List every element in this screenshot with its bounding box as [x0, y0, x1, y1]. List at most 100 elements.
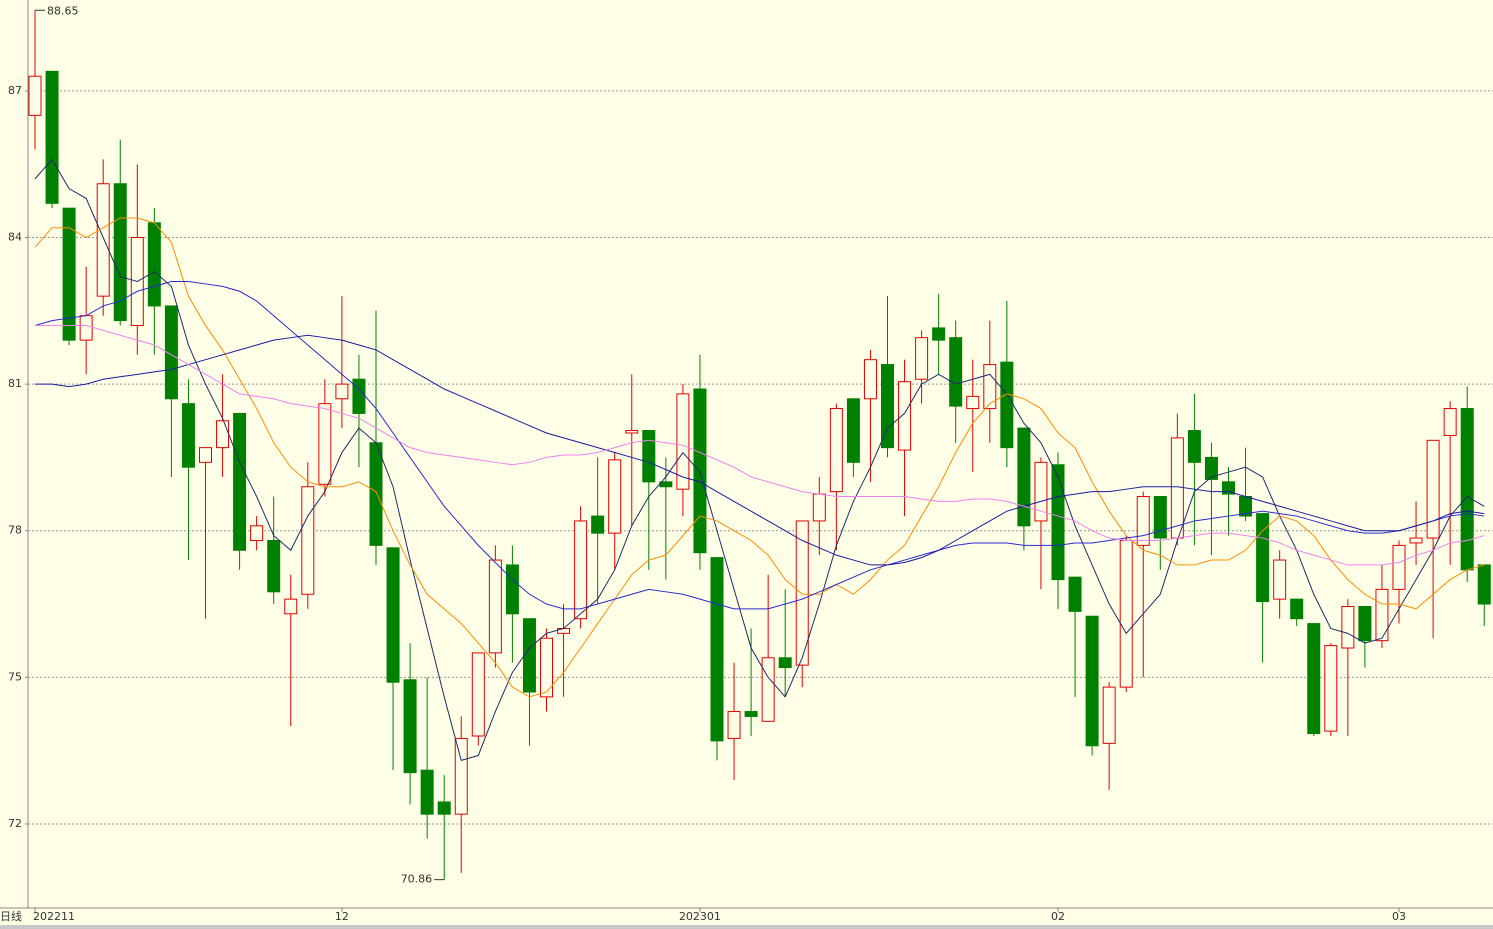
candle-body — [199, 447, 212, 463]
candle-body — [727, 711, 741, 739]
candle-body — [113, 183, 127, 322]
candle-body — [62, 207, 76, 341]
candle-body — [1136, 496, 1150, 546]
period-label: 日线 — [0, 909, 22, 923]
candle-body — [284, 598, 298, 615]
candle-body — [522, 618, 536, 693]
candle-body — [352, 378, 366, 414]
candle-body — [1051, 464, 1065, 581]
candle-body — [795, 520, 809, 666]
moving-average-line — [34, 158, 1485, 762]
moving-average-line — [34, 217, 1485, 698]
candle-body — [28, 75, 42, 116]
candle-body — [1324, 645, 1338, 732]
candle-body — [369, 442, 383, 546]
candle-body — [608, 459, 622, 534]
candle-body — [1187, 430, 1201, 463]
candle-body — [693, 388, 707, 554]
y-tick-label: 87 — [8, 84, 22, 97]
candle-body — [79, 315, 93, 341]
candle-body — [863, 359, 877, 400]
candle-body — [744, 711, 758, 717]
candle-body — [181, 403, 195, 468]
candle-body — [471, 652, 485, 737]
candle-body — [642, 430, 656, 483]
min-label: 70.86 — [401, 873, 433, 886]
candle-body — [898, 381, 912, 451]
candle-body — [983, 364, 997, 410]
candle-body — [147, 222, 161, 307]
candle-body — [1102, 686, 1116, 744]
moving-average-line — [35, 334, 1485, 566]
y-tick-label: 72 — [8, 817, 22, 830]
candle-body — [1477, 564, 1491, 605]
x-tick-label: 03 — [1392, 910, 1406, 923]
y-tick-label: 78 — [8, 524, 22, 537]
candle-body — [1375, 588, 1389, 642]
candle-body — [659, 481, 673, 488]
x-tick-label: 02 — [1051, 910, 1065, 923]
candle-body — [1068, 576, 1082, 612]
candle-body — [625, 430, 639, 434]
x-tick-label: 202301 — [679, 910, 721, 923]
candle-body — [1409, 537, 1423, 544]
x-tick-label: 12 — [335, 910, 349, 923]
candle-body — [437, 801, 451, 815]
candle-body — [267, 539, 281, 593]
candle-body — [420, 769, 434, 815]
candle-body — [881, 364, 894, 449]
candle-body — [488, 559, 502, 654]
candle-body — [1034, 461, 1048, 522]
candle-body — [1222, 481, 1235, 495]
candle-body — [540, 637, 553, 698]
candle-body — [812, 493, 826, 522]
candle-body — [1170, 437, 1184, 539]
moving-average-line — [34, 280, 1485, 610]
candle-body — [949, 337, 963, 407]
candle-body — [45, 70, 59, 204]
candle-body — [1000, 361, 1014, 449]
candle-body — [829, 408, 843, 493]
candle-body — [301, 486, 315, 595]
candle-body — [778, 657, 792, 669]
candle-body — [1290, 598, 1304, 620]
candle-body — [1017, 427, 1031, 527]
candle-body — [1443, 408, 1457, 436]
moving-average-line — [35, 324, 1485, 566]
candle-body — [505, 564, 519, 615]
candle-body — [454, 737, 468, 815]
candle-body — [1460, 408, 1474, 571]
candle-body — [403, 679, 417, 774]
candle-body — [1153, 496, 1167, 539]
candle-body — [164, 305, 178, 400]
candle-body — [1426, 439, 1440, 539]
candle-body — [915, 337, 929, 380]
candle-body — [233, 412, 247, 551]
y-tick-label: 84 — [8, 231, 22, 244]
candle-body — [1358, 605, 1372, 642]
candle-body — [761, 657, 775, 722]
max-label: 88.65 — [47, 4, 79, 17]
candle-body — [966, 395, 980, 410]
candle-body — [846, 398, 860, 463]
candle-body — [318, 403, 332, 485]
candle-body — [932, 327, 946, 341]
candle-body — [710, 557, 724, 742]
candle-body — [1273, 559, 1287, 600]
y-tick-label: 81 — [8, 377, 22, 390]
bottom-bar — [0, 925, 1493, 929]
candle-body — [96, 183, 110, 297]
candle-body — [1204, 456, 1218, 480]
candle-body — [250, 525, 264, 541]
candle-body — [386, 547, 400, 683]
y-tick-label: 75 — [8, 670, 22, 683]
candle-body — [591, 515, 605, 534]
candle-body — [1341, 605, 1355, 649]
x-tick-label: 202211 — [33, 910, 75, 923]
candle-body — [216, 420, 230, 449]
candle-body — [1307, 623, 1321, 735]
candle-body — [574, 520, 588, 620]
candle-body — [335, 383, 349, 400]
